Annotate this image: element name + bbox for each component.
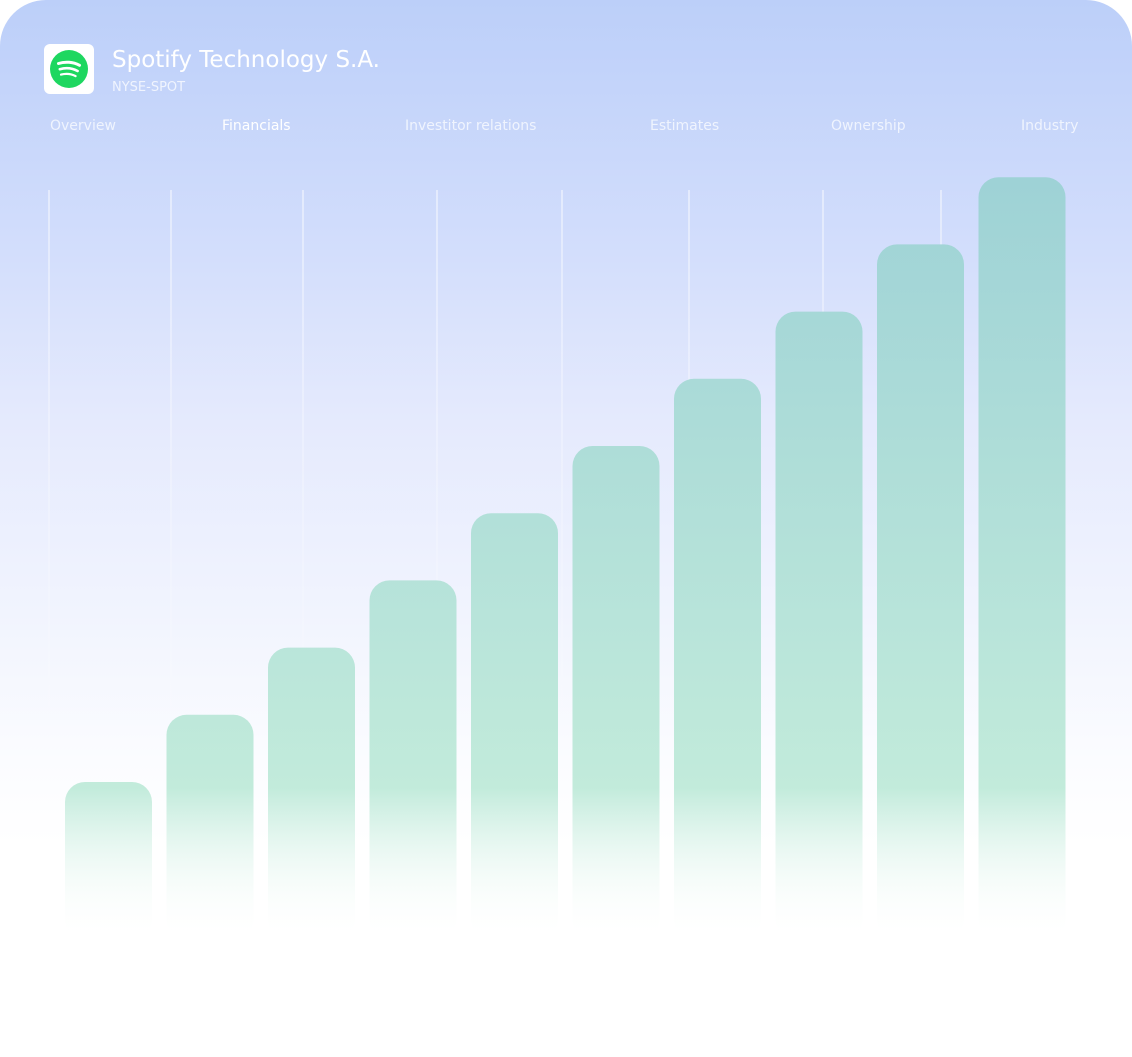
tab-bar: Overview Financials Investitor relations… xyxy=(50,115,1079,137)
ticker-symbol: NYSE-SPOT xyxy=(112,80,186,95)
bar-7 xyxy=(674,378,761,940)
company-logo xyxy=(44,44,94,94)
bar-5 xyxy=(471,513,558,940)
tab-industry[interactable]: Industry xyxy=(1021,118,1079,134)
grid-line xyxy=(48,190,50,790)
tab-ownership[interactable]: Ownership xyxy=(831,118,906,134)
tab-investitor-relations[interactable]: Investitor relations xyxy=(405,118,537,134)
grid-line xyxy=(561,190,563,790)
bar-8 xyxy=(775,311,863,941)
bar-6 xyxy=(572,446,660,940)
bar-1 xyxy=(65,782,152,940)
bar-9 xyxy=(877,244,964,940)
bar-2 xyxy=(166,714,254,940)
grid-line xyxy=(302,190,304,790)
financials-bar-chart xyxy=(48,177,1066,941)
tab-estimates[interactable]: Estimates xyxy=(650,118,720,134)
bar-10 xyxy=(978,177,1066,940)
tab-financials[interactable]: Financials xyxy=(222,118,291,134)
company-name: Spotify Technology S.A. xyxy=(112,47,380,73)
bar-3 xyxy=(268,647,355,940)
tab-overview[interactable]: Overview xyxy=(50,118,116,134)
grid-line xyxy=(170,190,172,790)
chart-bars xyxy=(65,177,1066,941)
grid-line xyxy=(436,190,438,790)
bar-4 xyxy=(369,580,457,940)
spotify-logo-icon xyxy=(50,50,88,88)
